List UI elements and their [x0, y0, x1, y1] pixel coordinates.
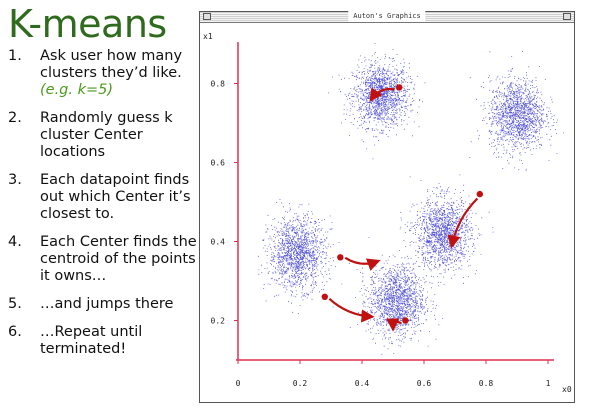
center-arrow-4 — [328, 297, 375, 323]
center-arrow-2 — [447, 197, 479, 249]
center-moves — [321, 84, 483, 332]
cluster-points-2 — [469, 51, 564, 171]
steps-list: 1. Ask user how many clusters they’d lik… — [8, 48, 204, 369]
x-tick-label: 0 — [236, 379, 241, 388]
x-tick-label: 0.8 — [479, 379, 494, 388]
x-tick-label: 0.4 — [355, 379, 370, 388]
y-tick-label: 0.6 — [211, 159, 226, 168]
window-close-button[interactable] — [203, 13, 211, 20]
step-text: …and jumps there — [40, 296, 174, 312]
center-arrow-5 — [386, 318, 402, 332]
data-points — [257, 43, 564, 355]
step-text: Each datapoint finds out which Center it… — [40, 172, 191, 222]
scatter-plot: 0 0.2 0.4 0.6 0.8 1 0.2 0.4 0.6 0.8 x1 x0 — [203, 32, 572, 394]
step-4: 4. Each Center finds the centroid of the… — [8, 234, 204, 285]
window-zoom-button[interactable] — [563, 13, 571, 20]
step-1: 1. Ask user how many clusters they’d lik… — [8, 48, 204, 99]
step-3: 3. Each datapoint finds out which Center… — [8, 172, 204, 223]
step-2: 2. Randomly guess k cluster Center locat… — [8, 110, 204, 161]
cluster-center-5 — [402, 317, 409, 324]
axis-ticks: 0 0.2 0.4 0.6 0.8 1 0.2 0.4 0.6 0.8 x1 x0 — [203, 32, 572, 394]
step-text: Ask user how many clusters they’d like. — [40, 48, 183, 81]
x-tick-label: 0.2 — [293, 379, 308, 388]
y-tick-label: 0.8 — [211, 80, 226, 89]
step-text: Randomly guess k cluster Center location… — [40, 110, 173, 160]
slide-title: K-means — [8, 2, 167, 46]
step-text: Each Center finds the centroid of the po… — [40, 234, 197, 284]
cluster-points-4 — [399, 157, 494, 287]
center-arrow-3 — [344, 256, 381, 271]
cluster-center-1 — [396, 84, 403, 91]
step-number: 2. — [8, 110, 22, 126]
step-6: 6. …Repeat until terminated! — [8, 324, 204, 358]
cluster-center-4 — [321, 293, 328, 300]
step-number: 6. — [8, 324, 22, 340]
x-axis-label: x0 — [562, 385, 572, 394]
y-tick-label: 0.4 — [211, 238, 226, 247]
y-axis-label: x1 — [203, 32, 213, 41]
cluster-center-2 — [476, 190, 483, 198]
graphics-window: Auton's Graphics 0 0.2 0.4 0.6 0.8 1 0.2 0.4 0.6… — [199, 10, 575, 403]
x-tick-label: 0.6 — [417, 379, 432, 388]
y-tick-label: 0.2 — [211, 317, 226, 326]
step-number: 5. — [8, 296, 22, 312]
step-5: 5. …and jumps there — [8, 296, 204, 313]
step-example: (e.g. k=5) — [40, 82, 114, 98]
step-text: …Repeat until terminated! — [40, 324, 143, 357]
cluster-points-3 — [257, 199, 358, 314]
center-arrow-1 — [369, 87, 395, 103]
step-number: 4. — [8, 234, 22, 250]
cluster-points-1 — [328, 43, 426, 160]
window-titlebar[interactable]: Auton's Graphics — [200, 10, 574, 23]
window-title: Auton's Graphics — [348, 10, 426, 22]
cluster-points-5 — [348, 237, 444, 355]
x-tick-label: 1 — [546, 379, 551, 388]
plot-axes — [236, 42, 554, 361]
cluster-center-3 — [337, 254, 344, 261]
step-number: 1. — [8, 48, 22, 64]
step-number: 3. — [8, 172, 22, 188]
